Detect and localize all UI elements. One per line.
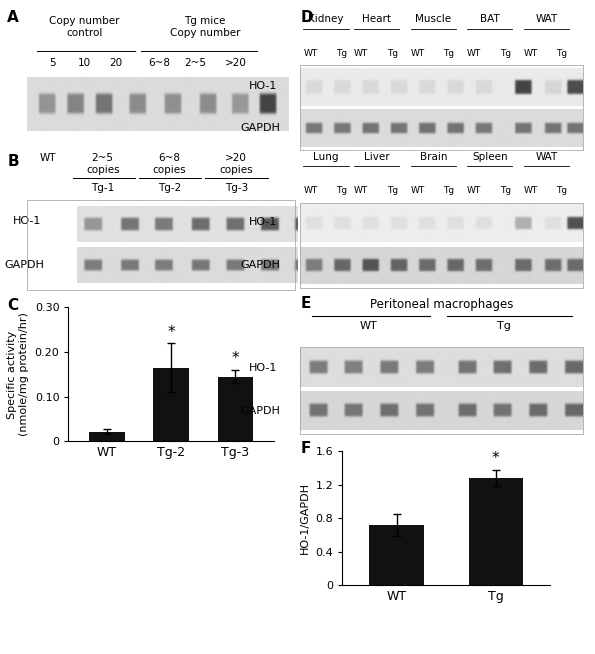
Text: HO-1: HO-1 <box>249 81 277 92</box>
Text: WT: WT <box>467 49 481 58</box>
Text: GAPDH: GAPDH <box>240 122 280 133</box>
Bar <box>469 478 523 585</box>
Text: HO-1: HO-1 <box>249 217 277 228</box>
Text: WAT: WAT <box>536 152 558 162</box>
Text: Tg-1: Tg-1 <box>91 184 114 194</box>
Text: WAT: WAT <box>536 14 558 24</box>
Text: >20
copies: >20 copies <box>220 154 253 175</box>
Text: WT: WT <box>524 186 538 195</box>
Text: Tg: Tg <box>336 49 347 58</box>
Text: WT: WT <box>303 186 318 195</box>
Text: Tg: Tg <box>556 186 568 195</box>
Text: *: * <box>492 451 500 466</box>
Text: Tg-2: Tg-2 <box>158 184 181 194</box>
Y-axis label: HO-1/GAPDH: HO-1/GAPDH <box>300 482 310 555</box>
Text: Tg: Tg <box>387 186 398 195</box>
Text: *: * <box>231 351 239 366</box>
Text: E: E <box>300 296 311 311</box>
Text: Peritoneal macrophages: Peritoneal macrophages <box>370 298 513 311</box>
Y-axis label: Specific activity
(nmole/mg protein/hr): Specific activity (nmole/mg protein/hr) <box>8 313 29 436</box>
Text: GAPDH: GAPDH <box>5 260 45 270</box>
Bar <box>369 525 424 585</box>
Text: GAPDH: GAPDH <box>240 260 280 270</box>
Text: Brain: Brain <box>419 152 447 162</box>
Text: WT: WT <box>359 321 377 332</box>
Text: Muscle: Muscle <box>415 14 452 24</box>
Text: WT: WT <box>39 154 56 164</box>
Text: 2~5
copies: 2~5 copies <box>86 154 120 175</box>
Text: Tg: Tg <box>500 186 511 195</box>
Text: Tg: Tg <box>500 49 511 58</box>
Text: >20: >20 <box>226 58 247 67</box>
Bar <box>154 368 189 441</box>
Text: Heart: Heart <box>362 14 392 24</box>
Text: 6~8
copies: 6~8 copies <box>153 154 186 175</box>
Text: 6~8: 6~8 <box>148 58 170 67</box>
Bar <box>218 377 253 441</box>
Text: C: C <box>7 298 18 313</box>
Text: Tg mice
Copy number: Tg mice Copy number <box>170 16 240 38</box>
Text: Tg: Tg <box>387 49 398 58</box>
Text: WT: WT <box>411 49 425 58</box>
Text: 5: 5 <box>49 58 57 67</box>
Text: WT: WT <box>303 49 318 58</box>
Text: Lung: Lung <box>313 152 339 162</box>
Text: WT: WT <box>354 49 368 58</box>
Text: *: * <box>167 324 175 339</box>
Text: A: A <box>7 10 19 25</box>
Text: Tg: Tg <box>556 49 568 58</box>
Text: Liver: Liver <box>364 152 390 162</box>
Text: HO-1: HO-1 <box>249 362 277 373</box>
Text: BAT: BAT <box>480 14 500 24</box>
Text: WT: WT <box>467 186 481 195</box>
Text: F: F <box>300 441 311 456</box>
Bar <box>89 432 124 441</box>
Text: 20: 20 <box>109 58 123 67</box>
Text: B: B <box>7 154 19 169</box>
Text: WT: WT <box>354 186 368 195</box>
Text: WT: WT <box>411 186 425 195</box>
Text: WT: WT <box>524 49 538 58</box>
Text: Tg: Tg <box>497 321 511 332</box>
Text: GAPDH: GAPDH <box>240 405 280 416</box>
Text: Tg: Tg <box>336 186 347 195</box>
Text: HO-1: HO-1 <box>13 216 42 226</box>
Text: D: D <box>300 10 313 25</box>
Text: Spleen: Spleen <box>472 152 508 162</box>
Text: 2~5: 2~5 <box>184 58 206 67</box>
Text: Kidney: Kidney <box>308 14 344 24</box>
Text: 10: 10 <box>78 58 91 67</box>
Text: Copy number
control: Copy number control <box>49 16 120 38</box>
Text: Tg-3: Tg-3 <box>224 184 248 194</box>
Text: Tg: Tg <box>443 186 455 195</box>
Text: Tg: Tg <box>443 49 455 58</box>
